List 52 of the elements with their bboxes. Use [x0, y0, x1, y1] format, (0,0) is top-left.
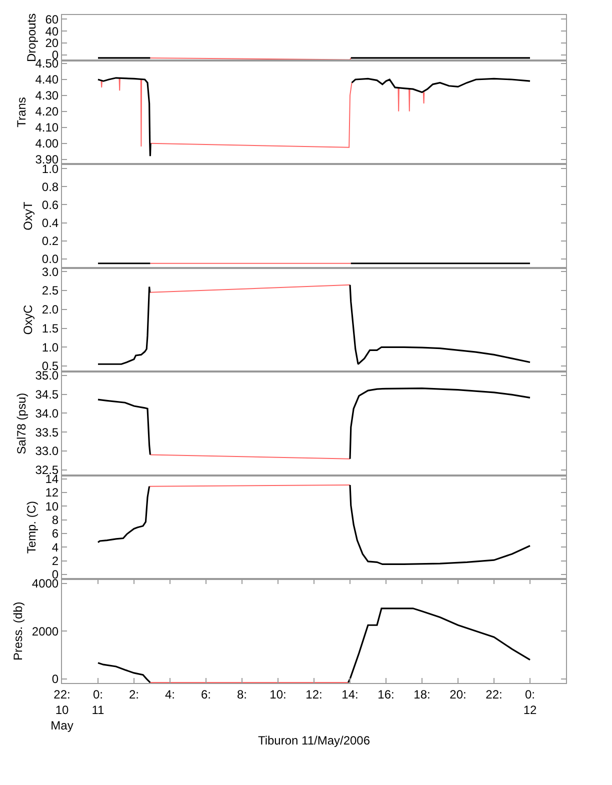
- y-tick-label: 12: [45, 486, 59, 500]
- x-tick-label: 8:: [236, 687, 248, 702]
- y-axis-title: Dropouts: [24, 13, 39, 62]
- y-tick-label: 10: [45, 499, 59, 514]
- y-tick-label: 2.0: [42, 302, 59, 317]
- x-tick-label: 20:: [450, 687, 466, 702]
- y-tick-label: 0.0: [42, 252, 59, 266]
- x-tick-label: 4:: [164, 687, 176, 702]
- y-tick-label: 60: [45, 12, 59, 26]
- y-tick-label: 0.8: [42, 180, 59, 194]
- y-tick-label: 34.0: [35, 406, 59, 420]
- x-tick-label: 0: 11: [92, 687, 105, 717]
- y-tick-label: 2000: [32, 624, 59, 638]
- y-axis-title: OxyC: [21, 304, 36, 335]
- y-tick-label: 4.10: [35, 120, 59, 135]
- y-tick-label: 33.5: [35, 425, 59, 440]
- y-axis-title: Sal78 (psu): [14, 392, 29, 454]
- x-tick-label: 18:: [414, 687, 430, 702]
- x-tick-label: 0: 12: [523, 687, 537, 717]
- x-tick-label: 10:: [270, 687, 286, 702]
- y-tick-label: 4.00: [35, 136, 59, 151]
- x-tick-label: 14:: [342, 687, 358, 702]
- y-tick-label: 2: [52, 554, 59, 568]
- y-tick-label: 33.0: [35, 444, 59, 458]
- y-tick-label: 0.2: [42, 234, 59, 248]
- y-tick-label: 4.40: [35, 72, 59, 87]
- x-tick-label: 2:: [128, 687, 140, 702]
- y-axis-title: OxyT: [21, 201, 36, 230]
- y-axis-title: Temp. (C): [24, 500, 39, 554]
- y-tick-label: 0.4: [42, 216, 59, 230]
- y-axis-title: Press. (db): [11, 602, 26, 660]
- y-tick-label: 3.0: [42, 264, 59, 279]
- y-tick-label: 1.0: [42, 340, 59, 354]
- x-tick-label: 12:: [306, 687, 322, 702]
- x-tick-label: 22:: [486, 687, 502, 702]
- y-tick-label: 20: [45, 36, 59, 50]
- y-tick-label: 2.5: [42, 284, 59, 298]
- y-tick-label: 34.5: [35, 388, 59, 402]
- x-tick-label: 16:: [378, 687, 394, 702]
- y-tick-label: 4: [52, 540, 59, 554]
- y-tick-label: 6: [52, 526, 59, 541]
- y-tick-label: 1.5: [42, 321, 59, 336]
- x-tick-label: 6:: [200, 687, 212, 702]
- x-tick-label: 22: 10 May: [50, 687, 74, 733]
- y-tick-label: 4.30: [35, 88, 59, 103]
- y-tick-label: 0: [52, 672, 59, 686]
- y-tick-label: 8: [52, 513, 59, 528]
- x-axis-title: Tiburon 11/May/2006: [258, 734, 370, 748]
- y-tick-label: 0.6: [42, 198, 59, 212]
- y-axis-title: Trans: [14, 97, 29, 128]
- y-tick-label: 4.20: [35, 104, 59, 119]
- y-tick-label: 40: [45, 24, 59, 38]
